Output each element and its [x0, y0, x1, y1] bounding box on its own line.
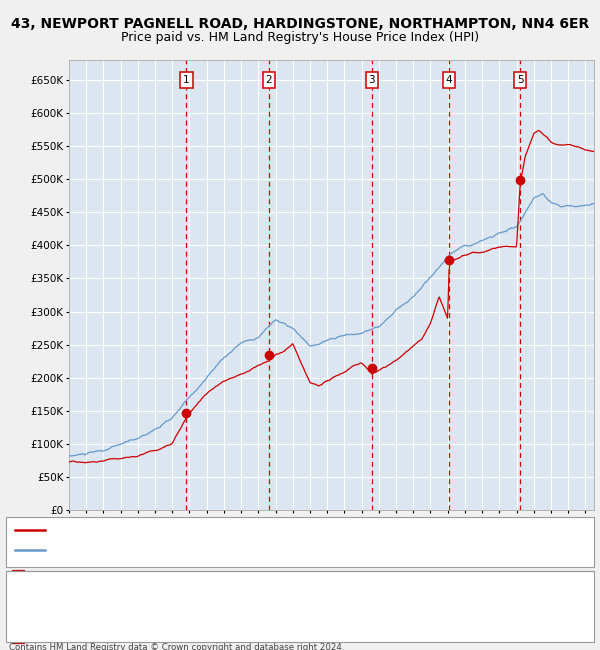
Text: Contains HM Land Registry data © Crown copyright and database right 2024.
This d: Contains HM Land Registry data © Crown c… [9, 644, 344, 650]
Text: 5: 5 [14, 630, 22, 640]
Text: £498,500: £498,500 [216, 630, 265, 640]
Text: 1: 1 [14, 573, 22, 583]
Text: 26-OCT-2001: 26-OCT-2001 [60, 573, 128, 583]
Text: 4: 4 [14, 616, 22, 626]
Text: 2: 2 [14, 587, 22, 597]
Text: 2% ↑ HPI: 2% ↑ HPI [348, 616, 400, 626]
Text: £235,000: £235,000 [216, 587, 265, 597]
Text: 2: 2 [266, 75, 272, 85]
Text: 1: 1 [183, 75, 190, 85]
Text: HPI: Average price, detached house, West Northamptonshire: HPI: Average price, detached house, West… [51, 545, 353, 554]
Text: 4: 4 [446, 75, 452, 85]
Text: £378,000: £378,000 [216, 616, 265, 626]
Text: 20% ↓ HPI: 20% ↓ HPI [348, 601, 403, 612]
Text: 14% ↓ HPI: 14% ↓ HPI [348, 573, 403, 583]
Text: £147,000: £147,000 [216, 573, 265, 583]
Text: 12% ↓ HPI: 12% ↓ HPI [348, 587, 403, 597]
Text: 5: 5 [517, 75, 523, 85]
Text: Price paid vs. HM Land Registry's House Price Index (HPI): Price paid vs. HM Land Registry's House … [121, 31, 479, 44]
Text: 3: 3 [368, 75, 375, 85]
Text: 03-FEB-2017: 03-FEB-2017 [60, 616, 127, 626]
Text: 07-AUG-2012: 07-AUG-2012 [60, 601, 130, 612]
Text: 3: 3 [14, 601, 22, 612]
Text: £215,000: £215,000 [216, 601, 265, 612]
Text: 43, NEWPORT PAGNELL ROAD, HARDINGSTONE, NORTHAMPTON, NN4 6ER (detached ho: 43, NEWPORT PAGNELL ROAD, HARDINGSTONE, … [51, 525, 490, 535]
Text: 18-MAR-2021: 18-MAR-2021 [60, 630, 130, 640]
Text: 15-AUG-2006: 15-AUG-2006 [60, 587, 130, 597]
Text: 23% ↑ HPI: 23% ↑ HPI [348, 630, 403, 640]
Text: 43, NEWPORT PAGNELL ROAD, HARDINGSTONE, NORTHAMPTON, NN4 6ER: 43, NEWPORT PAGNELL ROAD, HARDINGSTONE, … [11, 17, 589, 31]
